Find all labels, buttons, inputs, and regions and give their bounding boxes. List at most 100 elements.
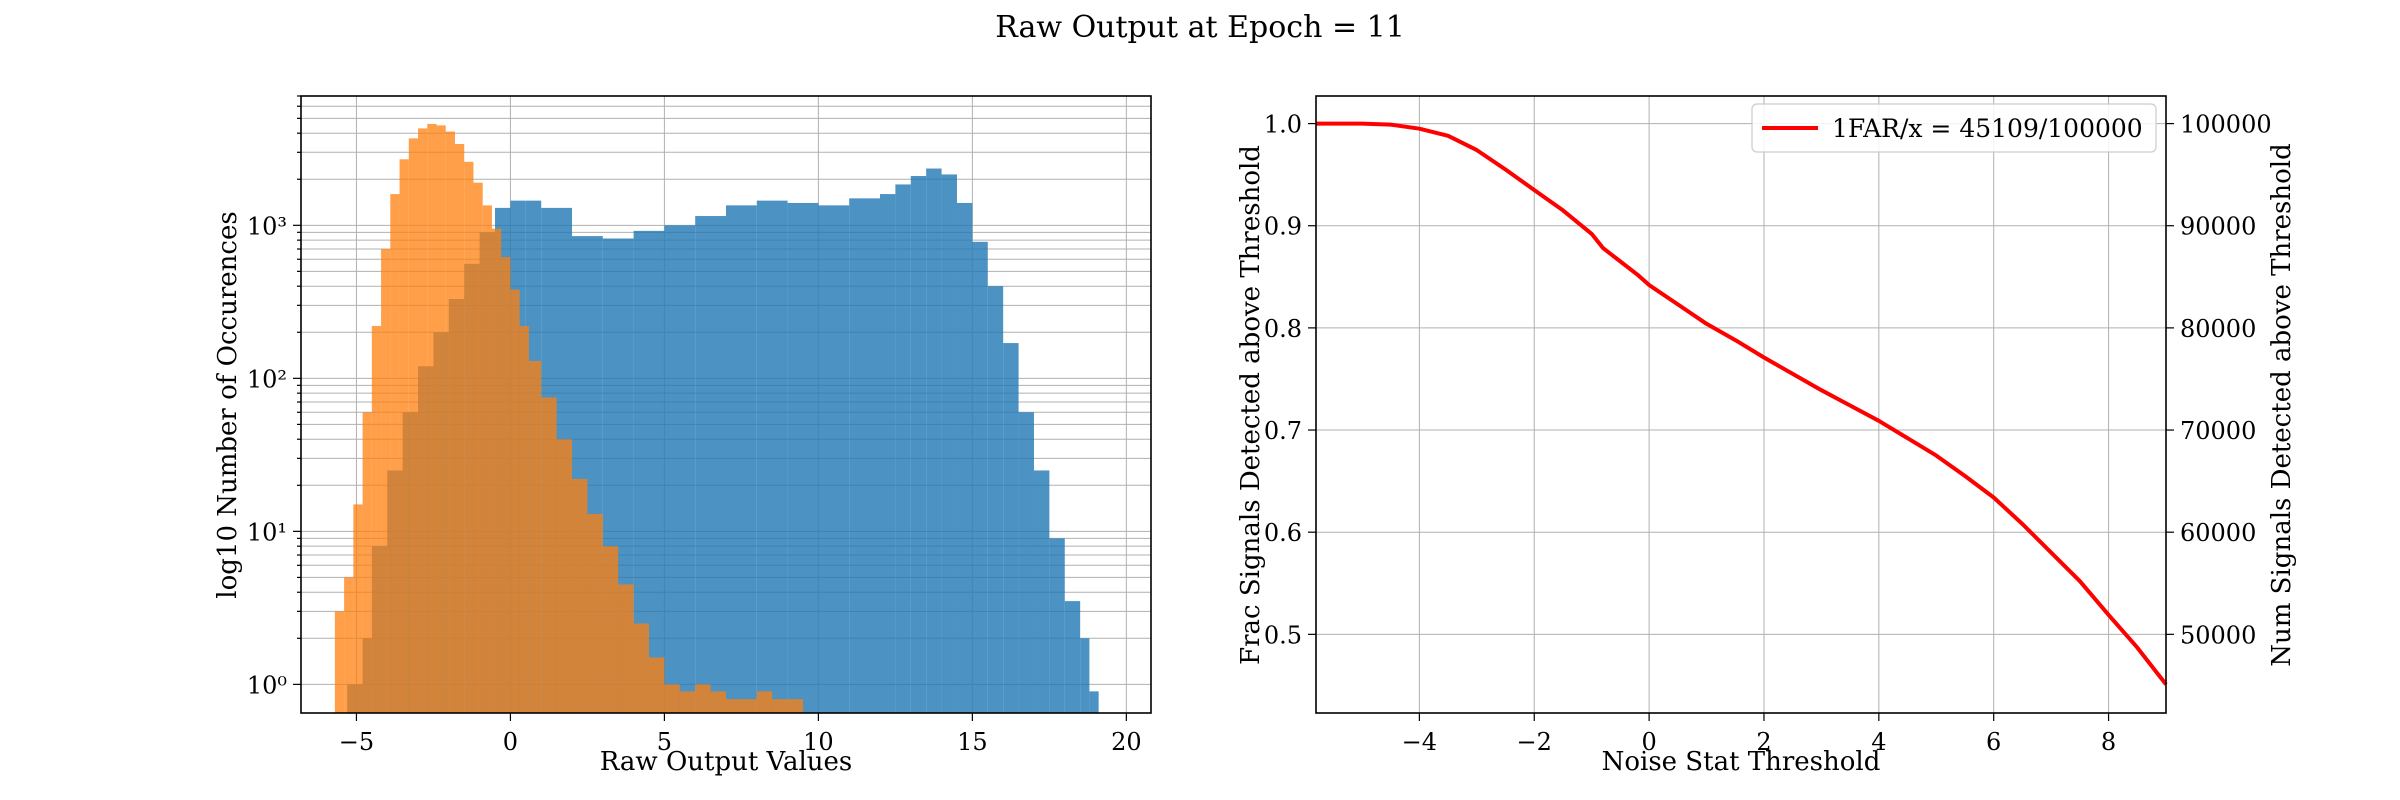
x-tick-label: 8: [2101, 728, 2116, 756]
histogram-bar-signals: [910, 176, 927, 714]
histogram-bar-noise: [664, 684, 680, 713]
histogram-bar-signals: [664, 225, 696, 714]
histogram-bar-noise: [473, 182, 483, 714]
histogram-bar-signals: [879, 194, 896, 714]
x-tick-label: 15: [957, 728, 988, 756]
y-tick-label: 0.7: [1264, 417, 1302, 445]
histogram-bar-signals: [1033, 470, 1050, 713]
y-tick-label: 10³: [247, 212, 287, 240]
histogram-bar-noise: [381, 249, 391, 713]
x-tick-label: −4: [1402, 728, 1437, 756]
x-tick-label: 4: [1871, 728, 1886, 756]
histogram-panel: −5 0 5 10 15 20 10⁰ 10¹ 10² 10³ Raw Output Values…: [213, 95, 1152, 777]
histogram-bar-signals: [1018, 412, 1034, 713]
histogram-bar-noise: [618, 584, 634, 713]
y-tick-label: 0.8: [1264, 315, 1302, 343]
histogram-bar-signals: [695, 216, 726, 714]
histogram-bar-signals: [895, 184, 911, 713]
y-tick-label: 1.0: [1264, 111, 1302, 139]
histogram-bar-signals: [941, 174, 957, 714]
x-tick-label: 2: [1756, 728, 1771, 756]
histogram-bar-signals: [956, 202, 973, 713]
x-tick-label: 10: [803, 728, 834, 756]
histogram-bar-noise: [756, 691, 773, 713]
x-tick-label: 0: [1641, 728, 1656, 756]
legend-label: 1FAR/x = 45109/100000: [1832, 114, 2143, 143]
histogram-bar-signals: [1089, 691, 1099, 713]
histogram-bar-noise: [371, 325, 382, 713]
histogram-bar-noise: [436, 125, 446, 714]
figure-title: Raw Output at Epoch = 11: [995, 10, 1405, 45]
histogram-bar-noise: [602, 546, 619, 713]
histogram-bar-signals: [1003, 343, 1019, 713]
y-tick-label: 0.5: [1264, 621, 1302, 649]
legend: 1FAR/x = 45109/100000: [1751, 103, 2157, 153]
line-frame: [1315, 95, 2167, 714]
histogram-bar-signals: [787, 202, 819, 713]
line-xlabel: Noise Stat Threshold: [1602, 747, 1881, 777]
y-tick-label: 0.9: [1264, 213, 1302, 241]
y-tick-label: 10¹: [247, 518, 287, 546]
histogram-ylabel: log10 Number of Occurences: [213, 211, 243, 598]
x-tick-label: 20: [1111, 728, 1142, 756]
histogram-bar-noise: [519, 325, 529, 713]
histogram-bar-noise: [454, 143, 465, 713]
line-grid: [1316, 96, 2166, 713]
histogram-bar-noise: [399, 159, 409, 714]
histogram-bar-noise: [418, 128, 428, 713]
histogram-bar-noise: [679, 691, 696, 713]
y-tick-label: 10²: [247, 365, 287, 393]
histogram-bar-signals: [1064, 601, 1081, 713]
histogram-bar-noise: [334, 611, 345, 713]
histogram-bar-signals: [726, 205, 757, 713]
histogram-bar-noise: [491, 228, 502, 713]
x-tick-label: 6: [1986, 728, 2001, 756]
histogram-bar-noise: [741, 699, 757, 713]
histogram-bar-noise: [528, 360, 542, 713]
histogram-bar-noise: [362, 412, 372, 713]
y-right-tick-label: 90000: [2180, 213, 2256, 241]
histogram-bar-signals: [926, 168, 942, 713]
histogram-bar-noise: [633, 623, 650, 713]
histogram-bar-signals: [756, 200, 788, 713]
histogram-bar-signals: [1049, 538, 1065, 713]
histogram-bar-noise: [344, 577, 354, 713]
histogram-bar-noise: [353, 504, 363, 713]
histogram-xlabel: Raw Output Values: [600, 747, 852, 777]
line-ylabel-right: Num Signals Detected above Threshold: [2267, 143, 2297, 666]
histogram-bar-signals: [818, 205, 850, 713]
histogram-bar-noise: [408, 138, 419, 713]
y-tick-label: 0.6: [1264, 519, 1302, 547]
histogram-bar-noise: [726, 699, 742, 713]
y-right-tick-label: 100000: [2180, 111, 2272, 139]
line-ylabel-left: Frac Signals Detected above Threshold: [1236, 145, 1266, 665]
histogram-bar-noise: [501, 257, 511, 713]
histogram-bar-signals: [1080, 638, 1090, 713]
histogram-frame: [300, 95, 1152, 714]
histogram-bars: [334, 123, 1099, 714]
histogram-bar-noise: [710, 691, 726, 713]
x-tick-label: −5: [339, 728, 374, 756]
histogram-bar-noise: [445, 131, 455, 713]
x-tick-label: 5: [657, 728, 672, 756]
histogram-bar-noise: [572, 478, 588, 713]
line-ticks: −4 −2 0 2 4 6 8 0.5 0.6 0.7 0.8 0.9 1.0 50000 60000 700…: [1264, 111, 2272, 756]
histogram-bar-noise: [556, 439, 573, 713]
histogram-bar-signals: [849, 198, 880, 713]
line-series-group: [1316, 121, 2168, 686]
histogram-bar-noise: [541, 397, 557, 713]
histogram-bar-noise: [464, 161, 474, 714]
histogram-bar-noise: [427, 123, 437, 713]
histogram-bar-noise: [787, 699, 803, 713]
x-tick-label: −2: [1517, 728, 1552, 756]
y-right-tick-label: 80000: [2180, 315, 2256, 343]
histogram-bar-noise: [772, 699, 788, 713]
histogram-bar-signals: [972, 241, 988, 713]
histogram-bar-noise: [649, 657, 665, 713]
y-right-tick-label: 60000: [2180, 519, 2256, 547]
y-right-tick-label: 50000: [2180, 621, 2256, 649]
histogram-series-noise: [334, 123, 803, 714]
histogram-bar-noise: [587, 513, 603, 713]
series-line: [1316, 121, 2168, 686]
